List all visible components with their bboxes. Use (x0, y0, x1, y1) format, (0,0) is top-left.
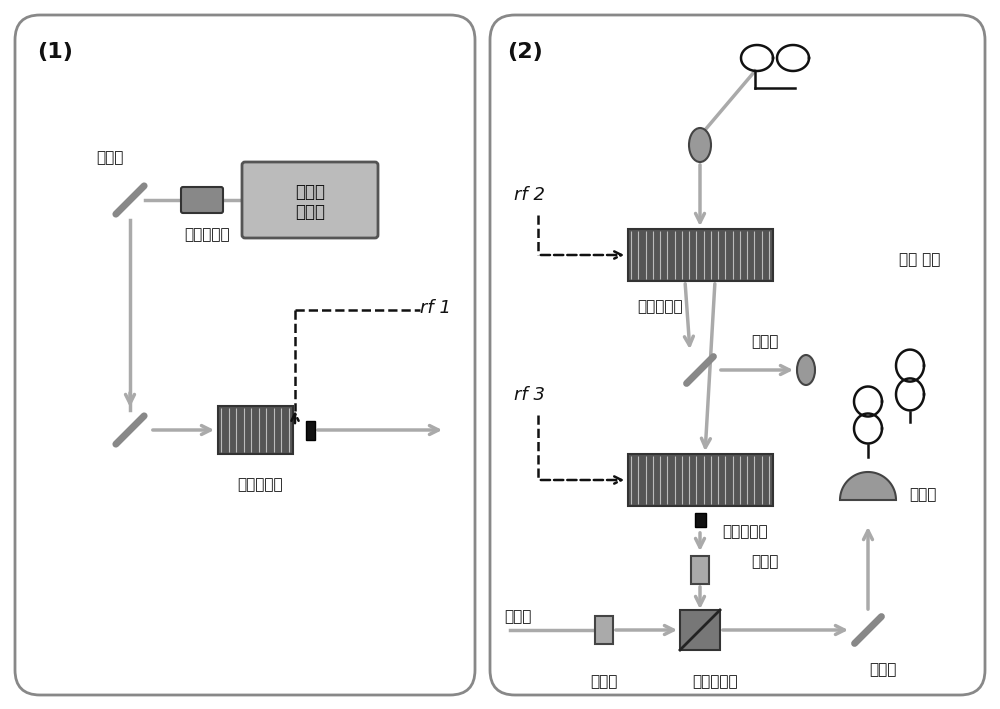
Text: rf 1: rf 1 (420, 299, 450, 317)
FancyBboxPatch shape (181, 187, 223, 213)
Text: 反射镜: 反射镜 (869, 662, 897, 678)
Text: rf 2: rf 2 (514, 186, 546, 204)
Bar (628, 454, 772, 506)
Text: 声光调制器: 声光调制器 (237, 477, 283, 493)
Text: 半玻片: 半玻片 (590, 674, 618, 689)
Bar (218, 406, 292, 454)
Polygon shape (840, 472, 896, 500)
Bar (628, 229, 772, 281)
Bar (595, 616, 613, 644)
Text: 反射镜: 反射镜 (96, 150, 124, 165)
Bar (691, 556, 709, 584)
Bar (694, 513, 706, 527)
Text: 声光调制器: 声光调制器 (637, 299, 683, 315)
Text: (2): (2) (507, 42, 543, 62)
Ellipse shape (689, 128, 711, 162)
Text: 探测器: 探测器 (909, 488, 937, 503)
Text: 声光调制器: 声光调制器 (722, 525, 768, 540)
FancyBboxPatch shape (242, 162, 378, 238)
Text: rf 3: rf 3 (514, 386, 546, 404)
FancyBboxPatch shape (15, 15, 475, 695)
Text: 光学隔离器: 光学隔离器 (184, 228, 230, 242)
Text: 连续光: 连续光 (295, 183, 325, 201)
Text: 半玻片: 半玻片 (751, 554, 779, 569)
Bar (680, 610, 720, 650)
Ellipse shape (797, 355, 815, 385)
Text: 反射镜: 反射镜 (751, 335, 779, 350)
Text: (1): (1) (37, 42, 73, 62)
Text: 脉冲 出射: 脉冲 出射 (899, 252, 941, 267)
Text: 参考光: 参考光 (504, 610, 532, 625)
Text: 偏振分束器: 偏振分束器 (692, 674, 738, 689)
Text: 激光器: 激光器 (295, 203, 325, 221)
Bar (306, 420, 314, 440)
FancyBboxPatch shape (490, 15, 985, 695)
